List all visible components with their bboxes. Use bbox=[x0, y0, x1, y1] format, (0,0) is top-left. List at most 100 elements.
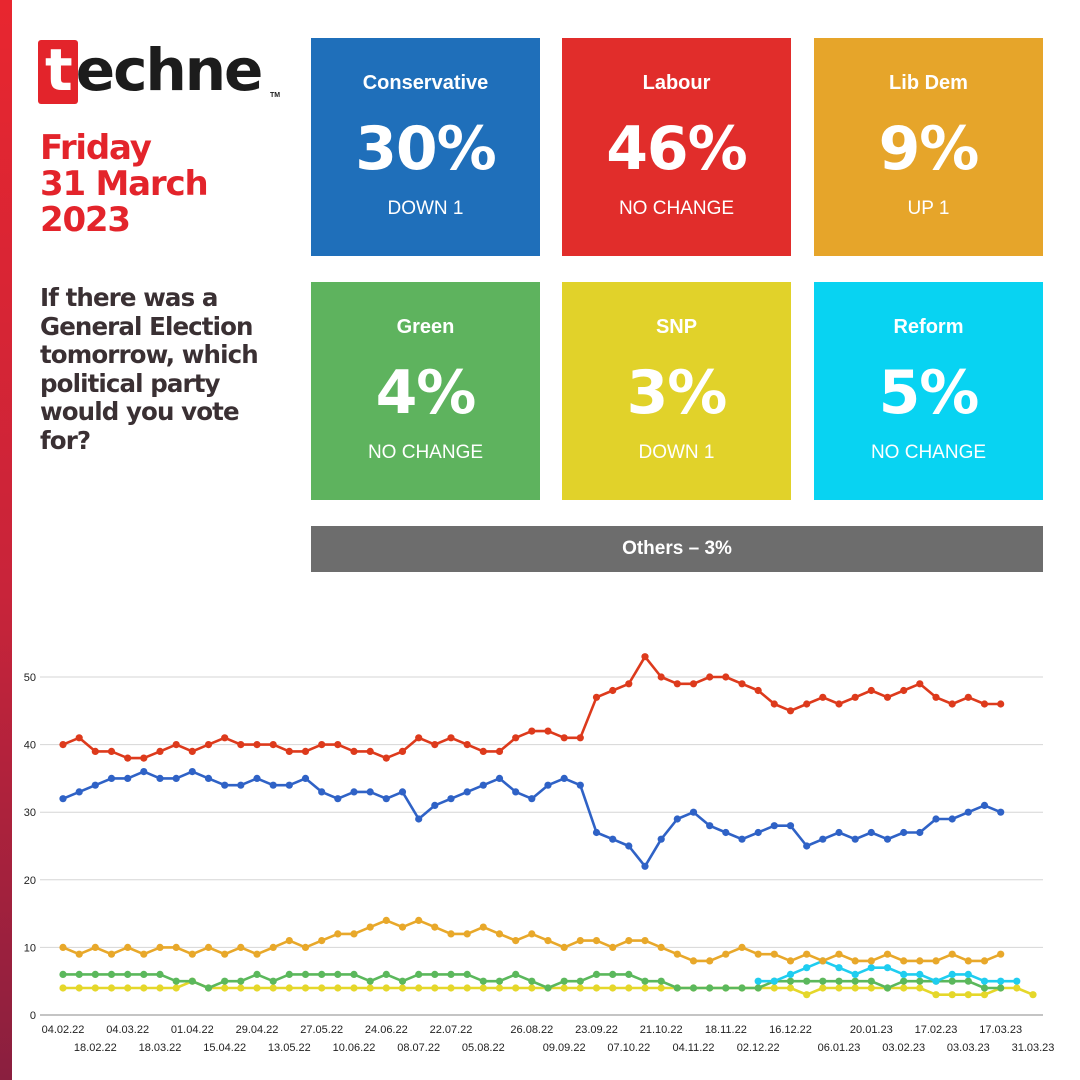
data-point-green bbox=[431, 970, 439, 978]
data-point-green bbox=[107, 970, 116, 978]
data-point-labour bbox=[609, 686, 617, 695]
data-point-reform bbox=[980, 977, 989, 985]
data-point-green bbox=[786, 977, 795, 985]
data-point-reform bbox=[948, 970, 956, 978]
data-point-conservative bbox=[350, 788, 358, 796]
data-point-snp bbox=[916, 984, 924, 992]
data-point-green bbox=[867, 977, 875, 985]
x-tick-label: 18.02.22 bbox=[74, 1042, 117, 1054]
data-point-lib-dem bbox=[204, 943, 213, 951]
x-tick-label: 13.05.22 bbox=[268, 1042, 311, 1054]
data-point-green bbox=[835, 977, 843, 985]
data-point-conservative bbox=[883, 835, 892, 843]
data-point-snp bbox=[334, 984, 342, 992]
data-point-labour bbox=[916, 680, 924, 688]
data-point-labour bbox=[479, 747, 487, 755]
data-point-lib-dem bbox=[722, 950, 730, 958]
card-green: Green 4% NO CHANGE bbox=[311, 282, 540, 500]
data-point-snp bbox=[932, 991, 940, 999]
data-point-labour bbox=[237, 741, 245, 749]
data-point-conservative bbox=[770, 822, 778, 830]
data-point-conservative bbox=[463, 788, 471, 796]
data-point-snp bbox=[867, 984, 875, 992]
data-point-green bbox=[819, 977, 827, 985]
y-tick-label: 0 bbox=[30, 1010, 36, 1022]
x-tick-label: 26.08.22 bbox=[510, 1024, 553, 1036]
data-point-green bbox=[948, 977, 956, 985]
data-point-labour bbox=[431, 741, 439, 749]
data-point-snp bbox=[770, 984, 778, 992]
data-point-green bbox=[156, 970, 164, 978]
data-point-green bbox=[350, 970, 358, 978]
card-party-name: Green bbox=[396, 316, 455, 338]
data-point-conservative bbox=[916, 828, 924, 837]
data-point-conservative bbox=[528, 795, 536, 803]
data-point-labour bbox=[544, 727, 552, 735]
data-point-labour bbox=[576, 734, 584, 742]
data-point-conservative bbox=[91, 781, 99, 789]
data-point-conservative bbox=[657, 835, 665, 843]
data-point-snp bbox=[803, 991, 811, 999]
data-point-snp bbox=[447, 984, 455, 992]
card-percentage: 9% bbox=[878, 114, 980, 184]
data-point-green bbox=[285, 970, 293, 978]
card-change: DOWN 1 bbox=[387, 198, 464, 219]
data-point-conservative bbox=[625, 842, 633, 850]
data-point-lib-dem bbox=[107, 950, 116, 958]
data-point-green bbox=[609, 970, 617, 978]
logo-red-block bbox=[38, 40, 78, 104]
poll-question: If there was a General Election tomorrow… bbox=[40, 283, 259, 455]
card-lib-dem: Lib Dem 9% UP 1 bbox=[814, 38, 1043, 256]
data-point-green bbox=[754, 984, 762, 992]
data-point-lib-dem bbox=[948, 950, 956, 958]
data-point-snp bbox=[318, 984, 326, 992]
data-point-lib-dem bbox=[851, 957, 859, 965]
data-point-green bbox=[334, 970, 342, 978]
data-point-labour bbox=[625, 680, 633, 688]
data-point-labour bbox=[398, 747, 407, 755]
data-point-lib-dem bbox=[172, 943, 180, 951]
data-point-conservative bbox=[592, 828, 601, 837]
data-point-conservative bbox=[738, 835, 746, 843]
x-tick-label: 15.04.22 bbox=[203, 1042, 246, 1054]
x-tick-label: 27.05.22 bbox=[300, 1024, 343, 1036]
data-point-lib-dem bbox=[883, 950, 892, 958]
data-point-snp bbox=[172, 984, 180, 992]
x-tick-label: 29.04.22 bbox=[236, 1024, 279, 1036]
data-point-conservative bbox=[140, 768, 148, 776]
data-point-reform bbox=[786, 970, 795, 978]
data-point-labour bbox=[350, 747, 358, 755]
data-point-green bbox=[851, 977, 859, 985]
data-point-lib-dem bbox=[576, 937, 584, 945]
data-point-snp bbox=[560, 984, 568, 992]
data-point-green bbox=[916, 977, 924, 985]
data-point-green bbox=[673, 984, 681, 992]
data-point-green bbox=[625, 970, 633, 978]
data-point-lib-dem bbox=[964, 957, 972, 965]
data-point-snp bbox=[528, 984, 536, 992]
data-point-snp bbox=[851, 984, 859, 992]
data-point-labour bbox=[253, 741, 261, 749]
data-point-lib-dem bbox=[754, 950, 762, 958]
data-point-labour bbox=[948, 700, 956, 708]
x-tick-label: 23.09.22 bbox=[575, 1024, 618, 1036]
data-point-lib-dem bbox=[835, 950, 843, 958]
data-point-conservative bbox=[221, 781, 229, 789]
data-point-reform bbox=[883, 964, 892, 972]
data-point-conservative bbox=[285, 781, 293, 789]
data-point-green bbox=[398, 977, 407, 985]
card-percentage: 3% bbox=[626, 358, 728, 428]
data-point-lib-dem bbox=[786, 957, 795, 965]
data-point-conservative bbox=[188, 768, 196, 776]
data-point-conservative bbox=[269, 781, 277, 789]
data-point-conservative bbox=[366, 788, 374, 796]
data-point-conservative bbox=[544, 781, 552, 789]
data-point-conservative bbox=[512, 788, 520, 796]
data-point-labour bbox=[803, 700, 811, 708]
data-point-conservative bbox=[851, 835, 859, 843]
data-point-lib-dem bbox=[706, 957, 714, 965]
data-point-conservative bbox=[964, 808, 972, 816]
data-point-labour bbox=[900, 686, 908, 695]
date-day: Friday bbox=[40, 128, 152, 168]
data-point-green bbox=[188, 977, 196, 985]
